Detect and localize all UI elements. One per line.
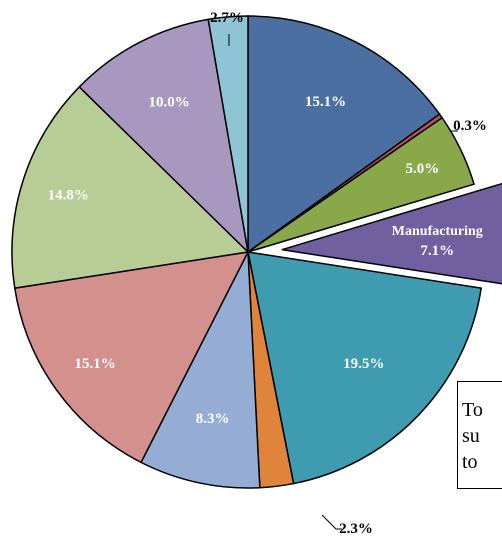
pie-slice-5 [247, 251, 483, 485]
slice-value-label-11: 2.7% [210, 10, 244, 26]
slice-value-label-2: 0.3% [453, 118, 487, 134]
slice-value-label-3: 5.0% [406, 161, 440, 177]
slice-value-label-1: 15.1% [305, 94, 346, 110]
note-line-2: su [462, 425, 480, 447]
note-line-3: to [462, 451, 478, 473]
slice-value-label-8: 15.1% [74, 356, 115, 372]
pie-slice-3 [247, 116, 475, 253]
leader-line-6 [321, 514, 342, 530]
slice-value-label-5: 19.5% [343, 356, 384, 372]
pie-slice-8 [13, 251, 250, 464]
slice-value-label-7: 8.3% [196, 411, 230, 427]
pie-slice-10 [78, 18, 250, 255]
slice-value-label-4: 7.1% [420, 243, 454, 259]
pie-slice-4 [281, 182, 502, 285]
pie-slice-11 [207, 15, 249, 253]
pie-slice-7 [140, 249, 261, 489]
pie-slice-1 [247, 15, 441, 254]
slice-value-label-6: 2.3% [339, 521, 373, 537]
note-line-1: To [462, 399, 483, 421]
slice-value-label-10: 10.0% [148, 95, 189, 111]
slice-value-label-9: 14.8% [48, 187, 89, 203]
slice-category-label-4: Manufacturing [392, 224, 483, 239]
pie-slice-9 [11, 85, 250, 289]
note-box: To su to [457, 381, 502, 489]
